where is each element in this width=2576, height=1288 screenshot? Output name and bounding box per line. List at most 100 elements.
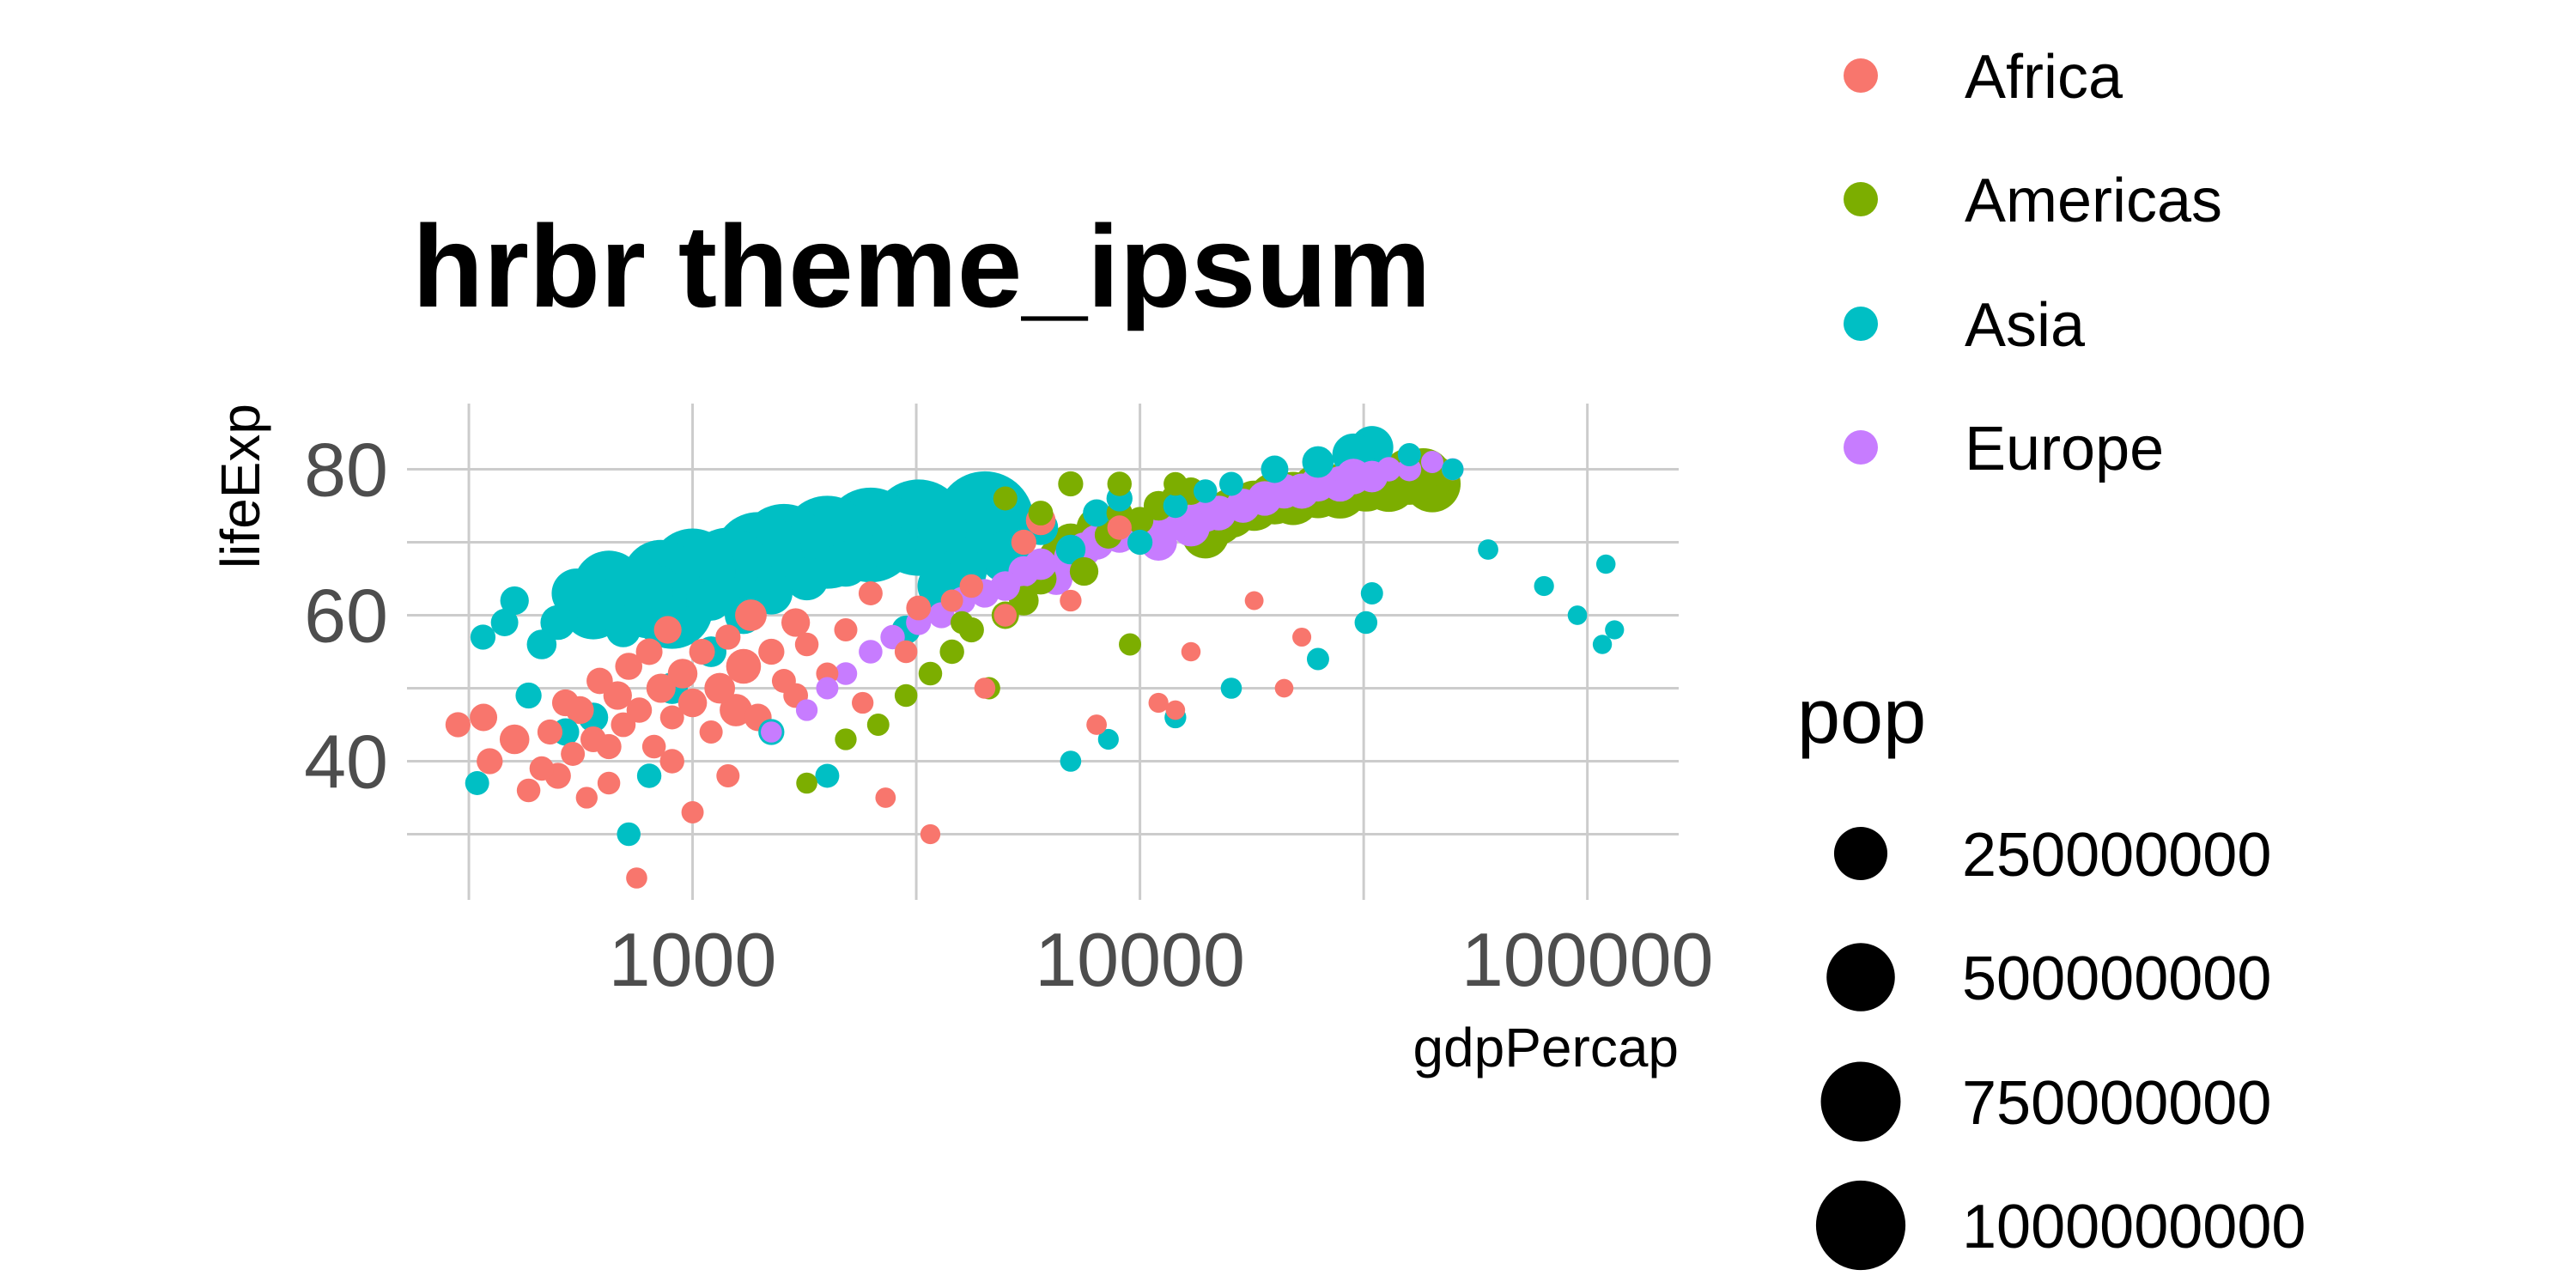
data-point-europe (859, 640, 883, 664)
data-point-africa (641, 734, 666, 759)
data-point-africa (720, 694, 752, 726)
data-point-africa (551, 689, 580, 717)
data-point-asia (605, 612, 641, 647)
data-point-africa (1292, 627, 1312, 647)
size-legend-label: 750000000 (1962, 1069, 2271, 1138)
data-point-americas (1069, 556, 1099, 586)
data-point-africa (1244, 591, 1264, 611)
y-tick-label: 60 (304, 574, 388, 659)
data-point-africa (1274, 678, 1294, 698)
data-point-africa (596, 733, 622, 760)
data-point-asia (1060, 750, 1082, 772)
data-point-asia (823, 541, 869, 587)
data-point-africa (653, 616, 682, 644)
data-point-africa (1011, 529, 1036, 556)
y-tick-label: 40 (304, 720, 388, 805)
data-point-asia (1193, 479, 1218, 503)
data-point-africa (894, 640, 918, 664)
data-point-africa (940, 589, 963, 612)
data-point-americas (1163, 471, 1188, 496)
data-point-africa (667, 659, 698, 689)
data-point-americas (796, 772, 817, 794)
data-point-asia (1397, 442, 1421, 467)
data-point-asia (1360, 582, 1383, 605)
legend-label-europe: Europe (1965, 415, 2164, 483)
data-point-africa (470, 703, 498, 732)
data-point-africa (974, 677, 996, 699)
data-point-africa (681, 801, 704, 823)
chart-title: hrbr theme_ipsum (412, 201, 1431, 331)
data-point-asia (815, 763, 840, 788)
data-point-africa (611, 712, 636, 738)
data-point-asia (1163, 493, 1188, 519)
data-point-africa (677, 688, 708, 718)
data-point-americas (918, 661, 943, 686)
data-point-africa (586, 667, 613, 695)
data-point-europe (1376, 457, 1401, 482)
data-point-americas (1119, 633, 1141, 656)
grid-lines (407, 404, 1679, 900)
data-point-asia (1354, 611, 1378, 635)
data-point-asia (1605, 620, 1625, 640)
data-point-europe (761, 721, 782, 743)
data-point-africa (659, 705, 684, 730)
data-point-asia (1478, 539, 1498, 560)
size-legend-key (1826, 943, 1895, 1012)
legend-label-americas: Americas (1965, 167, 2222, 235)
data-point-africa (575, 787, 598, 809)
data-point-asia (785, 556, 829, 601)
data-point-americas (1028, 501, 1054, 526)
data-point-africa (726, 648, 762, 684)
size-legend-key (1833, 826, 1888, 881)
data-point-asia (869, 526, 916, 574)
data-point-europe (1420, 451, 1443, 473)
x-tick-label: 10000 (1035, 917, 1245, 1002)
data-point-asia (490, 609, 519, 636)
data-point-asia (465, 771, 489, 795)
data-point-americas (1107, 471, 1132, 496)
data-point-africa (689, 639, 715, 665)
color-legend: Africa Americas Asia Europe (1844, 43, 2222, 483)
data-point-asia (540, 605, 576, 641)
data-point-africa (781, 608, 811, 637)
data-point-africa (1148, 692, 1169, 714)
size-legend-label: 250000000 (1962, 821, 2271, 890)
size-legend-label: 500000000 (1962, 945, 2271, 1013)
data-point-africa (834, 617, 858, 642)
data-point-africa (704, 672, 736, 704)
y-tick-label: 80 (304, 428, 388, 513)
legend-label-asia: Asia (1965, 291, 2086, 360)
data-point-africa (875, 787, 896, 808)
data-point-africa (477, 748, 503, 775)
data-point-asia (1302, 446, 1334, 478)
data-point-africa (699, 720, 723, 744)
data-point-europe (795, 699, 818, 721)
data-point-europe (816, 677, 839, 700)
data-point-asia (1261, 455, 1289, 483)
data-point-africa (615, 653, 643, 680)
data-point-americas (866, 714, 890, 736)
data-point-africa (1060, 589, 1082, 612)
data-point-africa (906, 595, 932, 621)
data-point-africa (852, 691, 874, 714)
data-point-asia (470, 624, 496, 650)
data-point-africa (1165, 700, 1186, 720)
data-point-asia (515, 682, 542, 709)
size-legend-title: pop (1797, 674, 1926, 760)
legend-key-africa (1844, 58, 1878, 93)
data-point-africa (499, 724, 530, 755)
data-point-asia (1097, 728, 1119, 750)
data-point-asia (1306, 647, 1329, 671)
x-axis-label: gdpPercap (1413, 1017, 1679, 1078)
size-legend: 250000000 500000000 750000000 1000000000 (1815, 821, 2306, 1271)
data-point-africa (794, 632, 819, 657)
data-point-africa (735, 599, 767, 631)
data-point-africa (771, 669, 796, 693)
data-point-africa (626, 697, 653, 723)
data-point-asia (617, 822, 641, 847)
data-point-africa (920, 823, 941, 845)
data-point-americas (939, 639, 964, 665)
data-point-asia (1083, 499, 1111, 527)
size-legend-label: 1000000000 (1962, 1193, 2306, 1261)
data-point-americas (1126, 507, 1154, 534)
